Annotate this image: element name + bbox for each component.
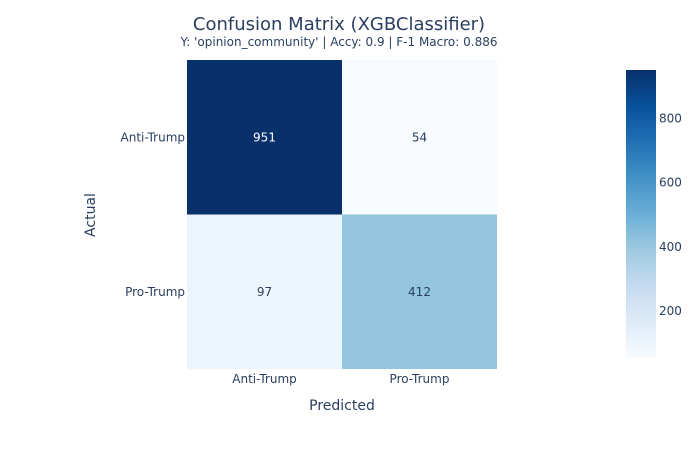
cell-value-label: 951 bbox=[253, 130, 276, 144]
x-axis-ticks: Anti-Trump Pro-Trump bbox=[232, 372, 449, 386]
y-tick-label: Pro-Trump bbox=[125, 285, 185, 299]
x-tick-label: Anti-Trump bbox=[232, 372, 297, 386]
colorbar bbox=[626, 70, 656, 358]
y-axis-ticks: Anti-Trump Pro-Trump bbox=[121, 130, 186, 299]
colorbar-tick-label: 400 bbox=[659, 240, 682, 254]
heatmap-cells bbox=[187, 60, 497, 369]
y-axis-title: Actual bbox=[83, 193, 99, 237]
colorbar-tick-label: 600 bbox=[659, 176, 682, 190]
heatmap-cell bbox=[187, 60, 342, 215]
heatmap-cell-labels: 951 54 97 412 bbox=[253, 130, 431, 299]
chart-title: Confusion Matrix (XGBClassifier) bbox=[193, 14, 485, 35]
heatmap-cell bbox=[187, 214, 342, 369]
colorbar-tick-label: 200 bbox=[659, 304, 682, 318]
colorbar-ticks: 200 400 600 800 bbox=[659, 111, 682, 318]
chart-subtitle: Y: 'opinion_community' | Accy: 0.9 | F-1… bbox=[180, 35, 498, 49]
colorbar-tick-label: 800 bbox=[659, 111, 682, 125]
cell-value-label: 97 bbox=[257, 285, 272, 299]
heatmap-cell bbox=[342, 60, 497, 215]
heatmap-cell bbox=[342, 214, 497, 369]
cell-value-label: 54 bbox=[412, 130, 427, 144]
cell-value-label: 412 bbox=[408, 285, 431, 299]
x-tick-label: Pro-Trump bbox=[390, 372, 450, 386]
x-axis-title: Predicted bbox=[309, 398, 375, 414]
y-tick-label: Anti-Trump bbox=[121, 130, 186, 144]
